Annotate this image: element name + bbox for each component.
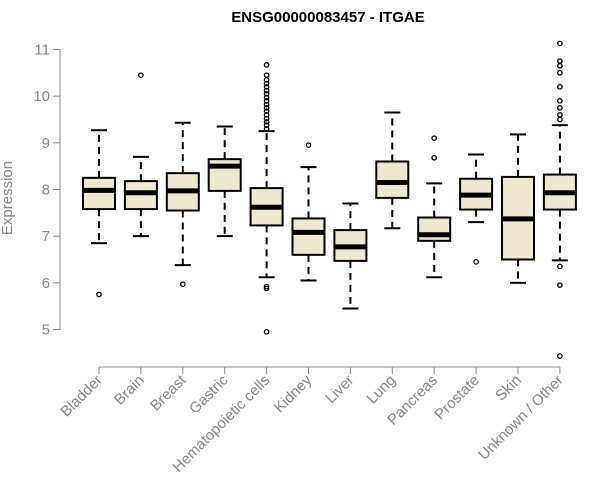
x-tick-label: Brain: [111, 372, 148, 409]
outlier-point: [263, 62, 270, 68]
outlier-point: [557, 353, 563, 359]
outlier-point: [263, 125, 270, 132]
box-gastric: [207, 125, 242, 238]
outlier-point: [557, 62, 563, 69]
y-tick-label: 7: [42, 228, 50, 245]
outlier-point: [96, 291, 102, 298]
y-tick-label: 5: [42, 322, 50, 339]
box-iqr: [375, 160, 410, 199]
outlier-point: [557, 58, 563, 65]
outlier-point: [557, 40, 563, 47]
outlier-point: [473, 258, 479, 265]
boxes: [82, 40, 577, 359]
box-skin: [501, 133, 535, 284]
x-tick-label: Skin: [492, 372, 525, 405]
outlier-point: [431, 154, 438, 161]
y-tick-label: 10: [33, 88, 50, 105]
box-brain: [123, 72, 158, 238]
y-tick-label: 8: [42, 182, 50, 199]
outlier-point: [431, 135, 438, 142]
box-liver: [333, 202, 368, 310]
outlier-point: [263, 83, 270, 90]
outlier-point: [263, 72, 270, 79]
outlier-point: [263, 80, 270, 87]
outlier-point: [305, 142, 312, 149]
y-tick-label: 9: [42, 135, 50, 152]
outlier-point: [263, 90, 270, 97]
outlier-point: [557, 69, 563, 76]
y-axis-ticks: 5 6 7 8 9 10 11: [33, 42, 60, 339]
box-iqr: [82, 176, 116, 211]
outlier-point: [138, 72, 144, 79]
x-tick-label: Lung: [364, 372, 400, 408]
outlier-point: [179, 281, 186, 288]
outlier-point: [263, 87, 270, 94]
outlier-point: [263, 115, 270, 122]
y-tick-label: 6: [42, 275, 50, 292]
outlier-point: [557, 83, 563, 90]
box-pancreas: [417, 135, 452, 279]
x-tick-label: Prostate: [431, 372, 483, 424]
outlier-point: [557, 97, 563, 104]
y-tick-label: 11: [34, 42, 50, 59]
x-tick-label: Liver: [322, 372, 357, 407]
x-tick-label: Bladder: [57, 372, 106, 421]
outlier-point: [263, 328, 270, 335]
outlier-point: [557, 104, 563, 111]
outlier-point: [557, 111, 563, 118]
box-prostate: [459, 153, 494, 265]
outlier-point: [557, 263, 563, 270]
chart-title: ENSG00000083457 - ITGAE: [231, 9, 424, 26]
outlier-point: [263, 108, 270, 114]
y-axis-label: Expression: [0, 161, 16, 235]
outlier-point: [263, 283, 270, 290]
outlier-point: [263, 94, 270, 101]
box-kidney: [291, 142, 326, 282]
box-lung: [375, 111, 410, 230]
outlier-point: [263, 111, 270, 118]
outlier-point: [263, 101, 270, 108]
box-iqr: [417, 216, 452, 242]
outlier-point: [557, 282, 563, 289]
outlier-point: [557, 116, 563, 123]
outlier-point: [263, 285, 270, 292]
box-hematopoietic-cells: [249, 62, 284, 335]
box-bladder: [82, 129, 116, 298]
box-iqr: [291, 217, 326, 256]
outlier-point: [263, 97, 270, 104]
box-breast: [165, 121, 200, 288]
x-tick-label: Kidney: [271, 371, 316, 416]
outlier-point: [263, 118, 270, 125]
outlier-point: [263, 104, 270, 111]
outlier-point: [263, 122, 270, 128]
x-tick-label: Breast: [147, 371, 190, 414]
box-unknown-other: [542, 40, 577, 359]
